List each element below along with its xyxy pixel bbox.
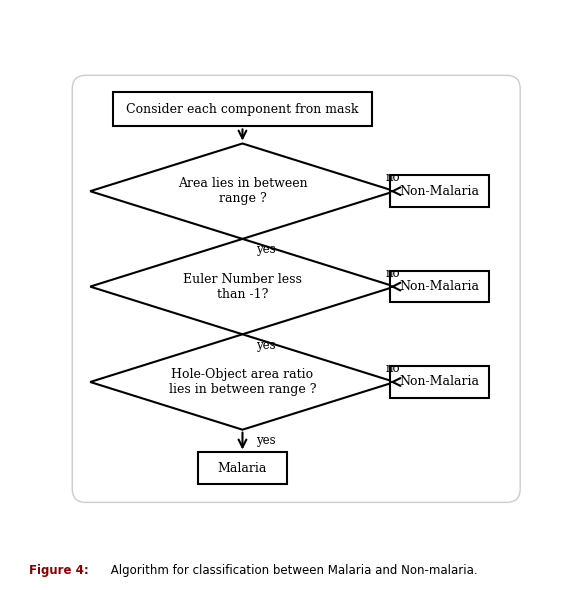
Text: Malaria: Malaria [218,462,267,475]
Text: Non-Malaria: Non-Malaria [399,185,480,198]
Text: yes: yes [256,244,276,257]
Text: Non-Malaria: Non-Malaria [399,375,480,388]
Polygon shape [90,143,395,239]
Text: Hole-Object area ratio
lies in between range ?: Hole-Object area ratio lies in between r… [169,368,316,396]
Polygon shape [90,335,395,430]
Text: Figure 4:: Figure 4: [29,564,88,577]
Text: no: no [385,171,400,184]
FancyBboxPatch shape [390,271,489,303]
Text: yes: yes [256,434,276,447]
Text: yes: yes [256,339,276,352]
Text: Area lies in between
range ?: Area lies in between range ? [177,177,307,205]
FancyBboxPatch shape [390,366,489,398]
Text: no: no [385,362,400,375]
Text: Euler Number less
than -1?: Euler Number less than -1? [183,273,302,300]
FancyBboxPatch shape [72,76,520,503]
FancyBboxPatch shape [113,93,372,126]
Text: Algorithm for classification between Malaria and Non-malaria.: Algorithm for classification between Mal… [107,564,477,577]
Text: Consider each component fron mask: Consider each component fron mask [126,103,359,116]
Text: no: no [385,267,400,280]
FancyBboxPatch shape [198,453,287,484]
Polygon shape [90,239,395,335]
Text: Non-Malaria: Non-Malaria [399,280,480,293]
FancyBboxPatch shape [390,175,489,207]
